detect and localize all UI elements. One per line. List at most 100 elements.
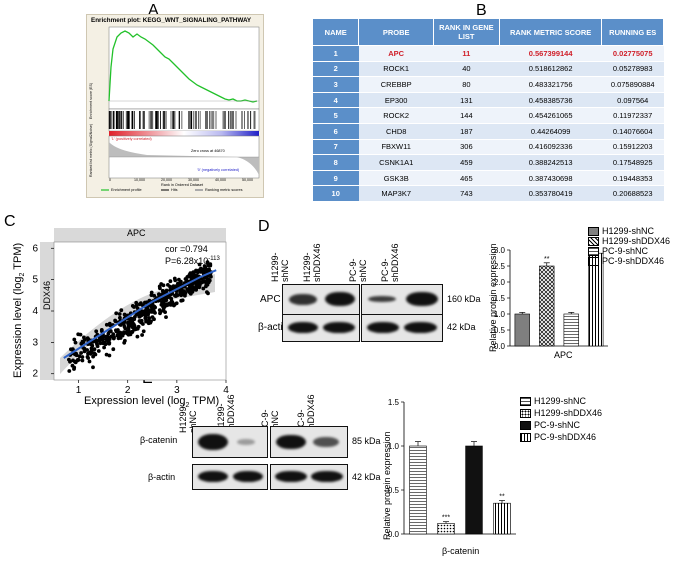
bar-chart-apc: 0.00.51.01.52.02.53.0**** — [494, 244, 608, 351]
lane-label: PC-9- shDDX46 — [380, 243, 400, 282]
table-cell: 0.416092336 — [499, 139, 602, 156]
bar — [493, 502, 511, 535]
table-cell: 11 — [433, 45, 500, 62]
legend-d-item: PC-9-shDDX46 — [588, 256, 665, 267]
legend-swatch — [588, 237, 599, 247]
scatter-xlabel-tail: TPM) — [189, 395, 220, 407]
scatter-point — [122, 321, 126, 326]
bar-d-ylabel: Relative protein expression — [488, 243, 498, 352]
lane-label: PC-9- shNC — [348, 258, 368, 282]
gsea-xticks: 0 10,000 20,000 30,000 40,000 50,000 — [109, 178, 259, 184]
y-tick-label: 2.0 — [494, 278, 506, 287]
metric-ylabel: Ranked list metric (Signal2Noise) — [89, 123, 93, 177]
scatter-point — [171, 284, 176, 288]
table-cell: APC — [358, 45, 434, 62]
gsea-legend-metric: Ranking metric scores — [205, 188, 243, 192]
legend-e-item: PC-9-shNC — [520, 420, 581, 431]
panel-label-b: B — [476, 2, 487, 19]
scatter-point — [104, 336, 108, 341]
scatter-point — [159, 282, 164, 286]
scatter-point — [70, 363, 75, 368]
table-cell: 5 — [312, 107, 359, 124]
y-tick-label: 1.5 — [494, 294, 506, 303]
table-cell: 0.17548925 — [601, 154, 664, 171]
table-cell: 10 — [312, 185, 359, 202]
blot-e-catenin-h1299 — [192, 426, 268, 458]
band — [198, 471, 228, 482]
band — [237, 439, 255, 445]
scatter-ylabel-text: Expression level (log — [12, 276, 24, 379]
legend-e-label: PC-9-shNC — [534, 420, 581, 430]
scatter-point — [183, 291, 188, 296]
scatter-point — [72, 337, 77, 342]
legend-e-item: PC-9-shDDX46 — [520, 432, 596, 443]
y-tick-label: 6 — [32, 243, 38, 254]
scatter-point — [111, 335, 116, 339]
scatter-point — [90, 351, 95, 355]
scatter-point — [75, 358, 80, 363]
legend-d-item: PC-9-shNC — [588, 246, 648, 257]
y-tick-label: 0.5 — [388, 486, 400, 495]
scatter-point — [150, 315, 155, 319]
band — [406, 292, 438, 306]
scatter-point — [209, 274, 213, 279]
y-tick-label: 4 — [32, 306, 38, 317]
scatter-point — [87, 359, 92, 364]
legend-e-label: H1299-shNC — [534, 396, 587, 406]
scatter-point — [129, 316, 134, 321]
scatter-point — [191, 274, 196, 278]
blot-d-actin-pc9 — [361, 314, 443, 342]
facet-title-side: DDX46 — [42, 280, 52, 310]
table-cell: ROCK1 — [358, 61, 434, 78]
panel-label-d: D — [258, 218, 270, 235]
y-tick-label: 0.5 — [494, 326, 506, 335]
scatter-point — [148, 309, 153, 314]
scatter-point — [194, 269, 199, 274]
scatter-point — [130, 319, 135, 324]
table-cell: GSK3B — [358, 170, 434, 187]
scatter-point — [172, 303, 176, 308]
table-cell: FBXW11 — [358, 139, 434, 156]
scatter-point — [132, 323, 137, 328]
blot-d-actin-h1299 — [282, 314, 360, 342]
table-cell: 0.518612862 — [499, 61, 602, 78]
scatter-point — [164, 315, 168, 319]
band — [313, 437, 339, 447]
facet-strip-side — [40, 242, 54, 380]
scatter-point — [168, 301, 173, 305]
table-cell: 6 — [312, 123, 359, 140]
kda-label: 42 kDa — [352, 472, 381, 482]
y-tick-label: 1.5 — [388, 398, 400, 407]
scatter-point — [80, 358, 85, 363]
scatter-point — [177, 283, 182, 287]
x-tick-label: 2 — [125, 385, 131, 396]
regression-line — [63, 269, 217, 359]
table-row: 6 CHD8 187 0.44264099 0.14076604 — [312, 123, 664, 140]
p-value-exponent: -113 — [208, 256, 220, 262]
gsea-legend-hits: Hits — [171, 188, 178, 192]
scatter-point — [134, 300, 139, 305]
legend-d-label: PC-9-shDDX46 — [602, 256, 665, 266]
scatter-point — [143, 311, 148, 316]
table-cell: 131 — [433, 92, 500, 109]
lane-label: H1299- shNC — [270, 252, 290, 282]
scatter-point — [146, 321, 151, 326]
gsea-xtick: 50,000 — [242, 178, 253, 182]
bar-e-ylabel: Relative protein expression — [382, 431, 392, 540]
es-ylabel: Enrichment score (ES) — [89, 82, 93, 119]
y-tick-label: 0.0 — [494, 342, 506, 351]
panel-label-a: A — [148, 2, 159, 19]
scatter-point — [145, 305, 150, 310]
scatter-point — [174, 284, 179, 289]
table-cell: 0.388242513 — [499, 154, 602, 171]
table-cell: MAP3K7 — [358, 185, 434, 202]
header-probe: PROBE — [358, 18, 434, 46]
blot-e-actin-pc9 — [270, 464, 348, 490]
table-cell: 80 — [433, 76, 500, 93]
legend-e-item: H1299-shNC — [520, 396, 587, 407]
gsea-xtick: 30,000 — [188, 178, 199, 182]
scatter-point — [68, 359, 72, 364]
y-tick-label: 1.0 — [388, 442, 400, 451]
table-cell: CSNK1A1 — [358, 154, 434, 171]
legend-swatch — [520, 397, 531, 407]
